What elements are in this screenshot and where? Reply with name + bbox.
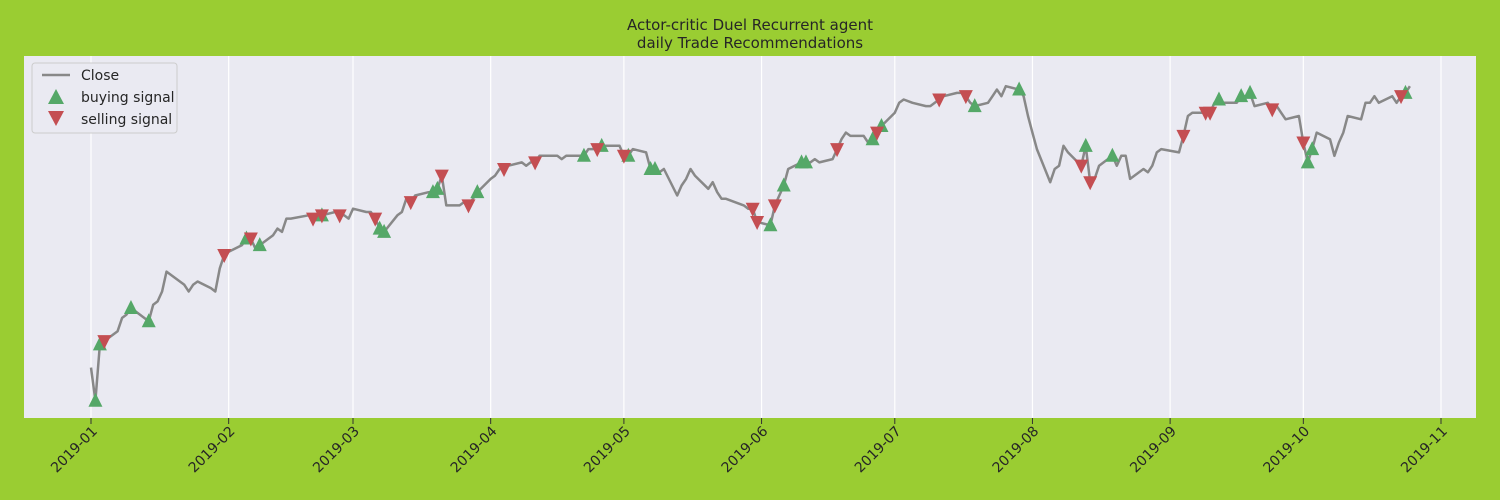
buy-signal-marker bbox=[141, 313, 156, 328]
sell-signal-marker bbox=[314, 209, 329, 224]
x-tick-label: 2019-07 bbox=[852, 424, 905, 477]
buy-signal-marker bbox=[776, 177, 791, 192]
x-axis-ticks: 2019-01 2019-02 2019-03 2019-04 2019-05 2019-… bbox=[48, 418, 1451, 476]
x-tick-label: 2019-08 bbox=[990, 424, 1043, 477]
sell-signal-marker bbox=[368, 212, 383, 227]
x-tick-label: 2019-09 bbox=[1127, 424, 1180, 477]
x-tick-label: 2019-06 bbox=[719, 423, 772, 476]
buy-signal-marker bbox=[1243, 84, 1258, 99]
legend-buy-label: buying signal bbox=[81, 90, 175, 106]
buy-signal-marker bbox=[798, 154, 813, 169]
buy-signal-marker bbox=[967, 98, 982, 113]
x-tick-label: 2019-04 bbox=[448, 423, 501, 476]
buy-signal-marker bbox=[1300, 154, 1315, 169]
buy-signal-marker bbox=[123, 300, 138, 315]
sell-signal-marker bbox=[932, 93, 947, 108]
sell-signal-marker bbox=[403, 196, 418, 211]
x-tick-label: 2019-11 bbox=[1398, 424, 1451, 477]
buy-signal-marker bbox=[1078, 137, 1093, 152]
sell-signal-marker bbox=[1265, 103, 1280, 118]
sell-signal-marker bbox=[1203, 106, 1218, 121]
legend-sell-swatch bbox=[48, 111, 64, 126]
buy-signal-marker bbox=[1012, 81, 1027, 96]
buy-signal-marker bbox=[252, 237, 267, 252]
legend-close-label: Close bbox=[81, 68, 119, 84]
legend: Close buying signal selling signal bbox=[31, 62, 178, 134]
sell-signal-marker bbox=[767, 199, 782, 214]
buy-signal-marker bbox=[647, 160, 662, 175]
buy-signal-marker bbox=[1305, 141, 1320, 156]
x-tick-label: 2019-05 bbox=[581, 424, 634, 477]
sell-signal-marker bbox=[97, 335, 112, 350]
sell-signal-marker bbox=[1074, 159, 1089, 174]
chart-title: Actor-critic Duel Recurrent agent bbox=[627, 16, 873, 34]
sell-markers bbox=[97, 90, 1409, 350]
buy-signal-marker bbox=[88, 392, 103, 407]
sell-signal-marker bbox=[434, 169, 449, 184]
sell-signal-marker bbox=[958, 90, 973, 105]
sell-signal-marker bbox=[332, 209, 347, 224]
sell-signal-marker bbox=[616, 149, 631, 164]
sell-signal-marker bbox=[243, 232, 258, 247]
sell-signal-marker bbox=[496, 162, 511, 177]
sell-signal-marker bbox=[1394, 90, 1409, 105]
chart-subtitle: daily Trade Recommendations bbox=[637, 34, 863, 52]
x-tick-label: 2019-03 bbox=[310, 424, 363, 477]
sell-signal-marker bbox=[306, 212, 321, 227]
sell-signal-marker bbox=[590, 143, 605, 158]
x-tick-label: 2019-01 bbox=[48, 424, 101, 477]
x-tick-label: 2019-02 bbox=[186, 424, 239, 477]
sell-signal-marker bbox=[1296, 136, 1311, 151]
buy-signal-marker bbox=[470, 184, 485, 199]
legend-frame bbox=[31, 62, 178, 134]
sell-signal-marker bbox=[1176, 129, 1191, 144]
x-tick-label: 2019-10 bbox=[1260, 424, 1313, 477]
legend-sell-label: selling signal bbox=[81, 112, 172, 128]
grid-lines bbox=[90, 56, 1442, 418]
sell-signal-marker bbox=[217, 249, 232, 264]
buy-signal-marker bbox=[430, 180, 445, 195]
sell-signal-marker bbox=[750, 215, 765, 230]
plot-area bbox=[24, 56, 1476, 418]
sell-signal-marker bbox=[1083, 176, 1098, 191]
buy-signal-marker bbox=[1211, 91, 1226, 106]
buy-signal-marker bbox=[763, 217, 778, 232]
sell-signal-marker bbox=[745, 202, 760, 217]
buy-signal-marker bbox=[576, 147, 591, 162]
buy-signal-marker bbox=[1105, 147, 1120, 162]
buy-signal-marker bbox=[865, 131, 880, 146]
legend-buy-swatch bbox=[48, 89, 64, 104]
sell-signal-marker bbox=[870, 126, 885, 141]
sell-signal-marker bbox=[528, 156, 543, 171]
sell-signal-marker bbox=[461, 199, 476, 214]
buy-signal-marker bbox=[377, 223, 392, 238]
sell-signal-marker bbox=[830, 143, 845, 158]
